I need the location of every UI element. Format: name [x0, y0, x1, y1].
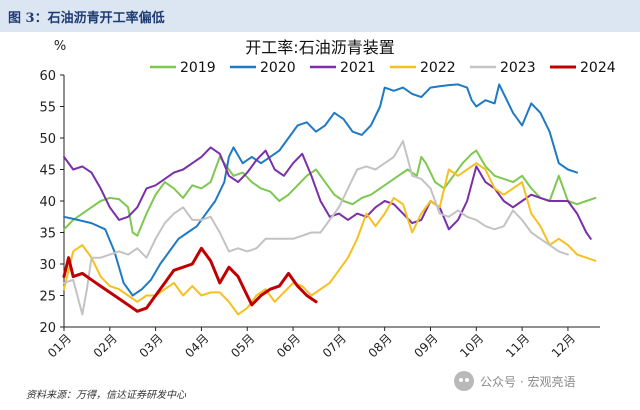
y-tick-label: 55	[39, 101, 56, 116]
legend-label-2023: 2023	[500, 60, 536, 76]
y-axis-unit: %	[54, 39, 66, 54]
line-chart: 开工率:石油沥青装置 % 2019 2020 2021 2022 2023 2024 20…	[39, 38, 616, 360]
x-tick-label: 02月	[91, 331, 120, 360]
x-tick-label: 10月	[457, 331, 486, 360]
series-line-2020	[63, 83, 579, 297]
legend-label-2020: 2020	[260, 60, 296, 76]
axes	[63, 75, 600, 328]
x-tick-label: 04月	[182, 331, 211, 360]
source-note: 资料来源：万得，信达证券研发中心	[26, 390, 186, 401]
figure-header: 图 3：石油沥青开工率偏低	[0, 0, 640, 32]
x-tick-label: 08月	[366, 331, 395, 360]
y-tick-label: 35	[39, 227, 56, 242]
y-tick-label: 30	[39, 258, 56, 273]
y-tick-label: 20	[39, 321, 56, 336]
series-line-2019	[63, 149, 597, 237]
x-tick-label: 03月	[137, 331, 166, 360]
legend-label-2024: 2024	[580, 60, 616, 76]
x-tick-label: 12月	[549, 331, 578, 360]
y-tick-label: 40	[39, 195, 56, 210]
x-tick-label: 09月	[411, 331, 440, 360]
wechat-icon	[454, 371, 474, 391]
x-axis-ticks: 01月 02月 03月 04月 05月 06月 07月 08月 09月 10月 11月 12月	[45, 327, 578, 360]
x-tick-label: 06月	[274, 331, 303, 360]
legend-label-2022: 2022	[420, 60, 456, 76]
series-line-2021	[63, 146, 592, 240]
watermark-text: 公众号 · 宏观亮语	[480, 374, 576, 389]
y-tick-label: 60	[39, 69, 56, 84]
legend-label-2021: 2021	[340, 60, 376, 76]
x-tick-label: 11月	[503, 331, 532, 360]
legend: 2019 2020 2021 2022 2023 2024	[150, 60, 616, 76]
series-line-2022	[63, 162, 597, 316]
series-lines	[62, 83, 597, 316]
y-axis-ticks: 20 25 30 35 40 45 50 55 60	[39, 69, 64, 336]
series-line-2024	[62, 246, 318, 313]
x-tick-label: 05月	[228, 331, 257, 360]
y-tick-label: 25	[39, 290, 56, 305]
figure-title: 图 3：石油沥青开工率偏低	[8, 11, 165, 26]
legend-label-2019: 2019	[180, 60, 216, 76]
chart-title: 开工率:石油沥青装置	[245, 38, 394, 57]
y-tick-label: 45	[39, 164, 56, 179]
series-line-2023	[63, 140, 569, 316]
x-tick-label: 07月	[320, 331, 349, 360]
y-tick-label: 50	[39, 132, 56, 147]
watermark: 公众号 · 宏观亮语	[454, 371, 575, 391]
